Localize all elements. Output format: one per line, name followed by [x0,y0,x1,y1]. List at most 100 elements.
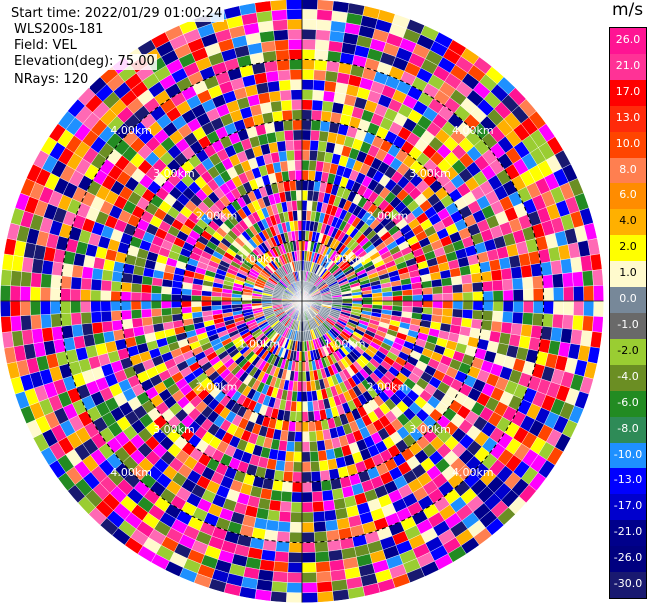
gate-cell [492,290,504,302]
gate-cell [330,569,347,582]
gate-cell [512,289,524,302]
gate-cell [287,18,303,30]
gate-cell [286,592,303,604]
gate-cell [311,99,324,111]
gate-cell [289,522,303,533]
gate-cell [431,307,443,316]
gate-cell [111,270,124,283]
gate-cell [352,297,363,302]
gate-cell [326,60,341,73]
gate-cell [510,266,523,280]
gate-cell [317,449,328,462]
gate-cell [533,288,544,302]
gate-cell [9,285,21,302]
colorbar-segment [610,416,646,444]
gate-cell [287,29,303,40]
gate-cell [50,313,62,328]
gate-cell [530,262,543,277]
gate-cell [281,481,293,493]
gate-cell [30,300,41,316]
gate-cell [301,180,309,191]
gate-cell [301,129,312,141]
gate-cell [150,300,162,310]
gate-cell [211,300,222,306]
gate-cell [70,300,81,314]
gate-cell [10,315,22,332]
colorbar-segment [610,468,646,495]
gate-cell [323,509,337,522]
gate-cell [573,286,585,302]
gate-cell [292,129,303,141]
colorbar-tick-label: -10.0 [613,447,643,461]
gate-cell [315,29,331,41]
gate-cell [272,19,288,31]
gate-cell [283,461,294,473]
gate-cell [288,542,303,553]
range-ring-label: 3.00km [153,423,195,436]
gate-cell [301,29,317,40]
gate-cell [290,511,303,523]
gate-cell [520,264,533,279]
gate-cell [308,430,317,442]
gate-cell [291,491,303,503]
colorbar-segment [610,79,646,107]
gate-cell [40,300,51,315]
gate-cell [452,300,464,310]
gate-cell [60,312,72,327]
gate-cell [329,30,345,43]
gate-cell [91,267,104,281]
gate-cell [140,300,152,310]
gate-cell [273,120,285,133]
gate-cell [111,319,124,332]
gate-cell [275,49,290,61]
gate-cell [307,410,315,422]
gate-cell [276,531,291,543]
gate-cell [132,326,145,337]
gate-cell [502,289,514,302]
gate-cell [293,149,303,161]
gate-cell [301,89,314,101]
gate-cell [90,300,102,313]
gate-cell [322,499,336,512]
gate-cell [490,269,503,282]
gate-cell [289,410,297,422]
gate-cell [533,300,544,314]
gate-cell [292,461,303,473]
gate-cell [91,321,104,335]
colorbar-tick-label: 6.0 [619,188,637,202]
gate-cell [472,300,484,311]
gate-cell [296,200,303,211]
gate-cell [294,159,303,171]
gate-cell [310,119,322,131]
colorbar-segment [610,338,646,366]
gate-cell [328,40,344,53]
colorbar-tick-label: 21.0 [615,58,641,72]
gate-cell [301,552,316,563]
gate-cell [315,430,325,442]
colorbar-segment [610,572,646,599]
gate-cell [90,278,102,291]
gate-cell [301,401,308,412]
gate-cell [542,313,554,328]
gate-cell [161,307,173,316]
gate-cell [500,321,513,335]
gate-cell [100,300,112,312]
gate-cell [267,80,281,93]
gate-cell [316,9,333,21]
gate-cell [570,329,583,346]
gate-cell [291,200,298,212]
gate-cell [502,311,514,324]
gate-cell [298,240,303,251]
gate-cell [540,326,553,341]
gate-cell [329,559,345,572]
gate-cell [101,320,114,333]
gate-cell [301,119,312,131]
colorbar-tick-label: -1.0 [617,318,639,331]
gate-cell [181,294,192,302]
gate-cell [80,289,92,302]
colorbar-tick-label: 13.0 [615,110,641,124]
gate-cell [161,286,173,295]
gate-cell [312,511,326,523]
gate-cell [211,305,223,311]
gate-cell [432,300,444,309]
